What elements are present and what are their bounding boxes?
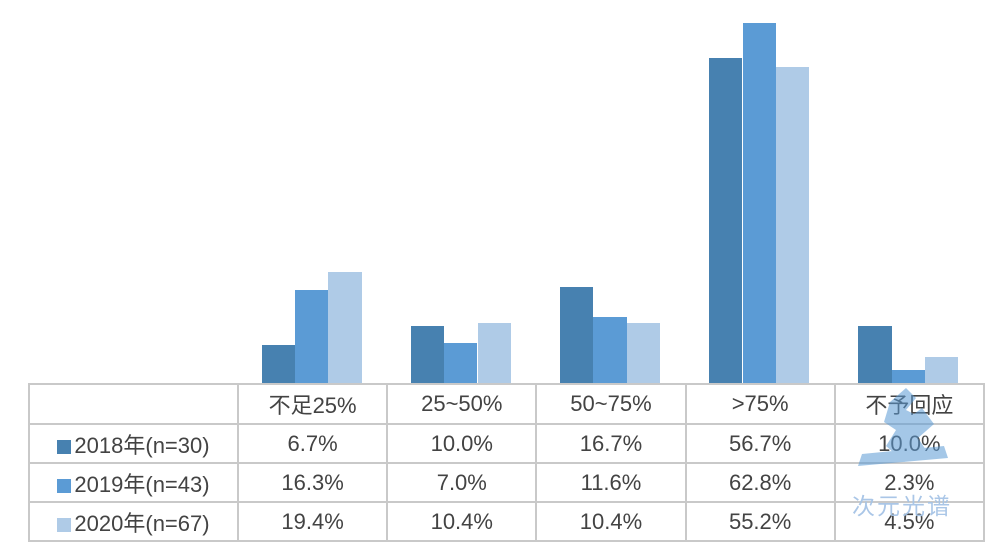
table-cell: 10.4%	[535, 501, 687, 542]
bar-2020年(n=67)->75%	[775, 66, 810, 383]
bar-2018年(n=30)->75%	[709, 58, 743, 383]
column-header: 不予回应	[833, 383, 985, 425]
bar-2020年(n=67)-不予回应	[925, 357, 959, 383]
column-header: 不足25%	[236, 383, 389, 425]
bar-2020年(n=67)-50~75%	[626, 323, 661, 383]
table-cell: 62.8%	[684, 462, 836, 503]
table-row: 2020年(n=67) 19.4% 10.4% 10.4% 55.2% 4.5%	[28, 501, 985, 542]
table-header-row: 不足25% 25~50% 50~75% >75% 不予回应	[28, 383, 985, 425]
bar-chart	[261, 23, 959, 383]
table-cell: 10.4%	[386, 501, 538, 542]
table-cell: 10.0%	[833, 423, 985, 464]
table-cell: 16.3%	[236, 462, 389, 503]
column-header: 25~50%	[386, 383, 538, 425]
bar-2019年(n=43)-不予回应	[891, 369, 926, 383]
legend-cell-2018: 2018年(n=30)	[28, 423, 239, 464]
legend-cell-2020: 2020年(n=67)	[28, 501, 239, 542]
legend-square-icon	[57, 478, 72, 493]
bar-2018年(n=30)-不予回应	[858, 325, 892, 383]
table-cell: 16.7%	[535, 423, 687, 464]
bar-2019年(n=43)-25~50%	[444, 342, 478, 383]
table-row: 2019年(n=43) 16.3% 7.0% 11.6% 62.8% 2.3%	[28, 462, 985, 503]
series-label: 2019年(n=43)	[74, 471, 210, 497]
bar-2019年(n=43)-50~75%	[593, 316, 627, 383]
column-header: >75%	[684, 383, 836, 425]
data-table: 不足25% 25~50% 50~75% >75% 不予回应 2018年(n=30…	[28, 383, 985, 542]
bar-2018年(n=30)-不足25%	[261, 344, 295, 383]
legend-square-icon	[57, 439, 72, 454]
bar-2018年(n=30)-50~75%	[559, 287, 594, 383]
table-cell: 19.4%	[236, 501, 389, 542]
column-header: 50~75%	[535, 383, 687, 425]
table-row: 2018年(n=30) 6.7% 10.0% 16.7% 56.7% 10.0%	[28, 423, 985, 464]
series-label: 2020年(n=67)	[74, 510, 210, 536]
table-cell: 4.5%	[833, 501, 985, 542]
bar-2019年(n=43)->75%	[742, 23, 776, 383]
table-cell: 2.3%	[833, 462, 985, 503]
bar-2020年(n=67)-25~50%	[477, 323, 511, 383]
table-cell: 10.0%	[386, 423, 538, 464]
table-corner-cell	[28, 383, 239, 425]
series-label: 2018年(n=30)	[74, 432, 210, 458]
legend-square-icon	[57, 517, 72, 532]
bar-2020年(n=67)-不足25%	[328, 271, 362, 383]
table-cell: 11.6%	[535, 462, 687, 503]
legend-cell-2019: 2019年(n=43)	[28, 462, 239, 503]
bar-2018年(n=30)-25~50%	[410, 325, 445, 383]
table-cell: 7.0%	[386, 462, 538, 503]
table-cell: 6.7%	[236, 423, 389, 464]
table-cell: 55.2%	[684, 501, 836, 542]
table-cell: 56.7%	[684, 423, 836, 464]
bar-2019年(n=43)-不足25%	[294, 289, 329, 383]
